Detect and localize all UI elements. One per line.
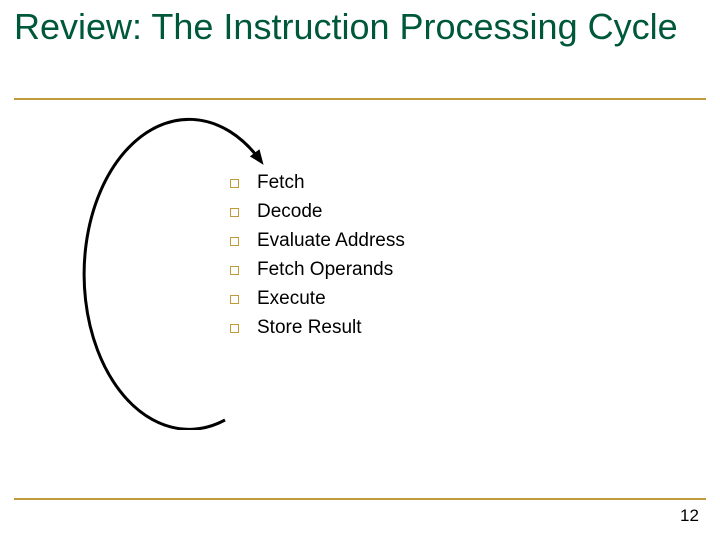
bullet-label: Store Result [257, 317, 362, 339]
list-item: Decode [230, 201, 405, 223]
bullet-label: Decode [257, 201, 323, 223]
bullet-label: Fetch [257, 172, 305, 194]
bullet-icon [230, 208, 239, 217]
bullet-icon [230, 324, 239, 333]
list-item: Evaluate Address [230, 230, 405, 252]
page-title: Review: The Instruction Processing Cycle [14, 6, 694, 48]
bullet-icon [230, 179, 239, 188]
list-item: Fetch [230, 172, 405, 194]
bullet-label: Fetch Operands [257, 259, 393, 281]
list-item: Fetch Operands [230, 259, 405, 281]
bullet-icon [230, 266, 239, 275]
bullet-icon [230, 237, 239, 246]
bullet-icon [230, 295, 239, 304]
footer-rule [14, 498, 706, 500]
page-number: 12 [680, 506, 699, 526]
bullet-label: Execute [257, 288, 326, 310]
list-item: Store Result [230, 317, 405, 339]
bullet-list: Fetch Decode Evaluate Address Fetch Oper… [230, 172, 405, 346]
slide: { "title": { "text": "Review: The Instru… [0, 0, 720, 540]
list-item: Execute [230, 288, 405, 310]
bullet-label: Evaluate Address [257, 230, 405, 252]
